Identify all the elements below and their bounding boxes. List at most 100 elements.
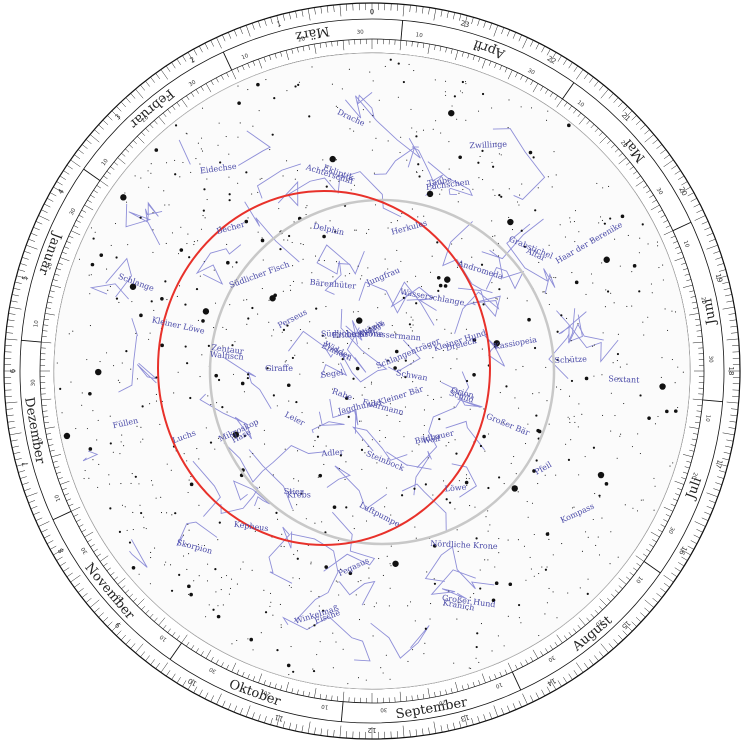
star (534, 209, 537, 212)
hour-tick (74, 582, 81, 588)
star (170, 564, 172, 566)
star (296, 170, 299, 172)
star (573, 221, 575, 223)
star (564, 236, 566, 238)
star (245, 171, 248, 174)
star (242, 561, 244, 563)
date-tick (49, 449, 55, 452)
star (453, 406, 455, 408)
star (360, 420, 362, 422)
star (552, 554, 554, 556)
star (418, 444, 420, 446)
hour-tick (522, 37, 528, 49)
star (498, 476, 501, 479)
hour-tick (120, 634, 126, 641)
star (454, 439, 456, 441)
star (363, 603, 365, 605)
hour-tick (16, 275, 29, 280)
date-tick (686, 279, 692, 282)
day-label: 10 (321, 703, 329, 710)
date-tick (642, 185, 648, 189)
star (568, 395, 571, 397)
star (570, 439, 572, 441)
date-tick (577, 112, 582, 118)
date-tick (663, 230, 673, 236)
star (108, 483, 111, 485)
star (569, 359, 571, 361)
star (574, 210, 577, 212)
star (292, 265, 294, 267)
date-tick (51, 284, 62, 288)
hour-tick (193, 686, 198, 693)
star (214, 448, 216, 450)
star (438, 417, 441, 421)
star (197, 142, 199, 144)
date-tick (51, 454, 62, 458)
star (515, 369, 517, 371)
constellation-label: Schütze (554, 355, 587, 365)
star (288, 234, 291, 238)
hour-tick (166, 670, 171, 677)
hour-tick (623, 110, 633, 120)
star (95, 368, 102, 376)
star (314, 522, 316, 524)
star (639, 237, 641, 239)
star (207, 395, 209, 397)
star (469, 505, 471, 507)
star (200, 137, 203, 139)
hour-tick (568, 673, 573, 680)
star (218, 521, 221, 524)
star (292, 509, 294, 511)
hour-tick (493, 25, 499, 37)
date-tick (285, 50, 289, 61)
date-tick (564, 635, 568, 640)
star (297, 480, 299, 482)
star (439, 380, 441, 382)
date-tick (642, 553, 648, 557)
star (487, 486, 490, 490)
star (358, 420, 361, 422)
date-tick (167, 628, 171, 633)
star (537, 187, 539, 189)
star (494, 566, 496, 568)
star (507, 539, 509, 541)
hour-tick (730, 408, 739, 410)
star (494, 235, 496, 237)
date-tick (87, 199, 92, 203)
date-tick (530, 656, 534, 662)
star (413, 70, 415, 72)
star (516, 201, 519, 203)
star (152, 229, 154, 231)
star (232, 373, 235, 375)
date-tick (45, 313, 55, 316)
star (149, 332, 151, 334)
star (631, 271, 633, 273)
star (197, 240, 199, 242)
hour-tick (644, 129, 650, 135)
star (244, 219, 249, 224)
star (293, 478, 295, 480)
star (124, 506, 126, 508)
hour-tick (608, 643, 614, 649)
star (642, 499, 644, 501)
star (365, 520, 368, 522)
hour-tick (9, 306, 22, 310)
star (258, 486, 261, 488)
constellation-label: Segel (320, 368, 344, 380)
star (440, 132, 442, 134)
star (168, 204, 170, 206)
hour-tick (59, 175, 66, 180)
star (348, 571, 353, 576)
star (374, 325, 376, 327)
star (260, 238, 265, 243)
date-tick (81, 529, 87, 533)
star (237, 182, 239, 184)
hour-tick (598, 84, 604, 91)
date-tick (488, 60, 492, 66)
star (166, 463, 168, 465)
star (385, 654, 387, 656)
date-tick (58, 477, 63, 480)
star (135, 332, 137, 334)
star (130, 368, 132, 370)
date-tick (692, 433, 698, 435)
